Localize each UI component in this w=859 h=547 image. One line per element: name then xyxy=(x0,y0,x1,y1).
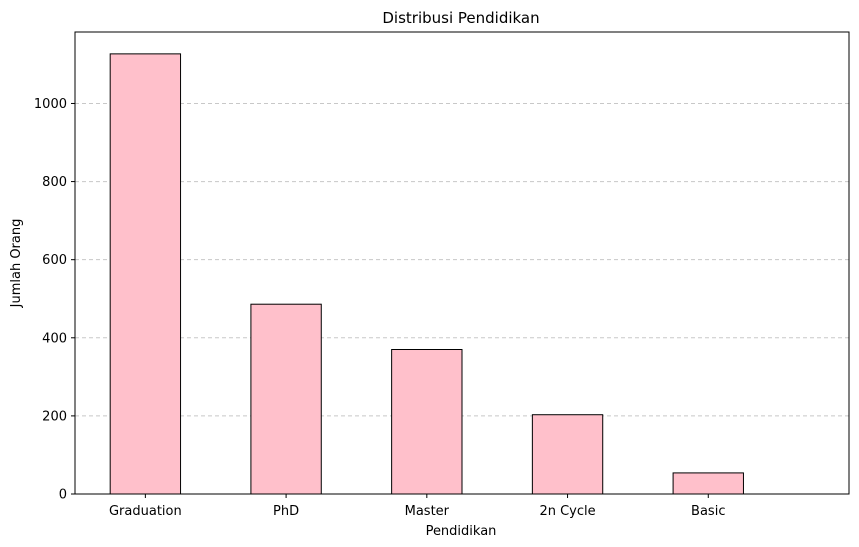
bar-phd xyxy=(250,303,322,495)
chart-title: Distribusi Pendidikan xyxy=(382,9,539,27)
bar-2n-cycle xyxy=(531,414,604,495)
x-tick-label: 2n Cycle xyxy=(539,504,595,519)
bars xyxy=(109,53,744,495)
bar-master xyxy=(391,349,463,495)
y-tick-label: 200 xyxy=(42,409,67,424)
y-tick-label: 600 xyxy=(42,253,67,268)
x-axis-label: Pendidikan xyxy=(426,524,497,539)
bar-basic xyxy=(672,472,744,495)
x-tick-label: Master xyxy=(405,504,450,519)
x-axis-ticks: Graduation PhD Master 2n Cycle Basic xyxy=(109,494,725,519)
plot-frame xyxy=(74,31,850,495)
y-tick-label: 800 xyxy=(42,175,67,190)
y-tick-label: 1000 xyxy=(34,97,67,112)
y-tick-label: 0 xyxy=(59,488,67,503)
y-axis-ticks: 0 200 400 600 800 1000 xyxy=(34,97,75,503)
y-axis-label: Jumlah Orang xyxy=(9,219,24,309)
x-tick-label: PhD xyxy=(273,504,299,519)
grid-lines xyxy=(75,102,849,417)
bar-graduation xyxy=(109,53,182,495)
x-tick-label: Graduation xyxy=(109,504,182,519)
y-tick-label: 400 xyxy=(42,331,67,346)
x-tick-label: Basic xyxy=(691,504,725,519)
